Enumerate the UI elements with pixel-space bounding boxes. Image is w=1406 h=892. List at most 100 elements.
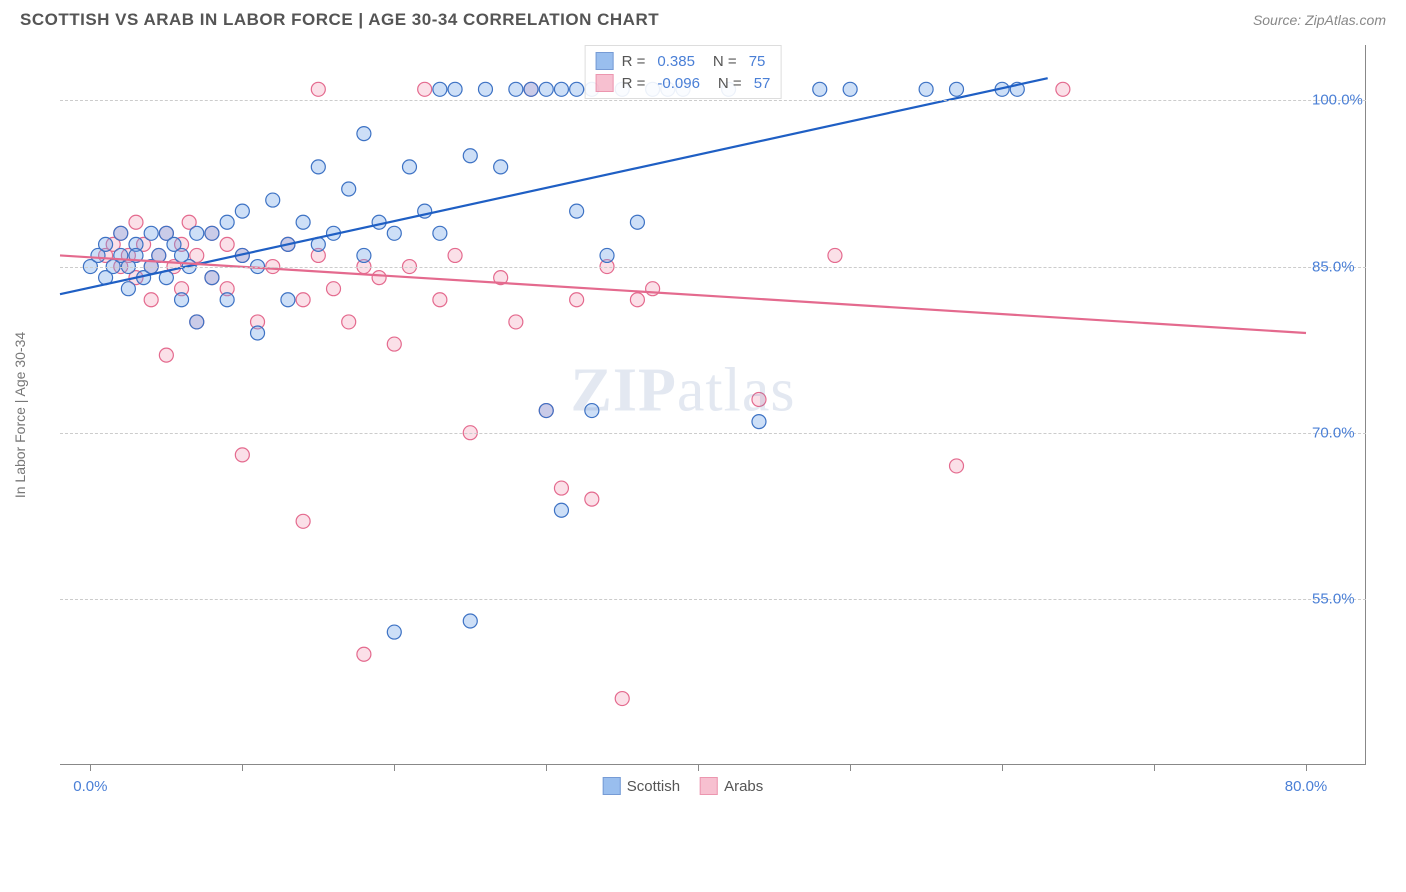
arabs-point <box>448 248 462 262</box>
scottish-point <box>235 204 249 218</box>
scottish-point <box>843 82 857 96</box>
scottish-point <box>919 82 933 96</box>
arabs-point <box>296 293 310 307</box>
scottish-point <box>752 415 766 429</box>
arabs-swatch <box>700 777 718 795</box>
series-legend: Scottish Arabs <box>603 777 764 795</box>
scottish-point <box>114 226 128 240</box>
scottish-point <box>266 193 280 207</box>
scottish-point <box>539 404 553 418</box>
series-legend-arabs: Arabs <box>700 777 763 795</box>
y-axis-line <box>1365 45 1366 765</box>
y-tick-label: 100.0% <box>1306 92 1364 109</box>
arabs-point <box>570 293 584 307</box>
scottish-point <box>144 226 158 240</box>
scottish-point <box>494 160 508 174</box>
scottish-point <box>342 182 356 196</box>
arabs-n-value: 57 <box>754 75 771 92</box>
scottish-point <box>99 237 113 251</box>
arabs-point <box>311 82 325 96</box>
scottish-point <box>205 271 219 285</box>
arabs-point <box>372 271 386 285</box>
scottish-point <box>554 503 568 517</box>
scottish-point <box>311 160 325 174</box>
scottish-swatch <box>603 777 621 795</box>
x-tick-label: 0.0% <box>73 778 107 795</box>
arabs-point <box>554 481 568 495</box>
x-tick <box>1306 765 1307 771</box>
x-tick <box>1154 765 1155 771</box>
scottish-point <box>950 82 964 96</box>
scottish-r-value: 0.385 <box>657 53 695 70</box>
scottish-point <box>357 127 371 141</box>
plot-area: ZIPatlas R = 0.385 N = 75 R = -0.096 N =… <box>60 45 1306 765</box>
scottish-swatch <box>596 52 614 70</box>
arabs-point <box>418 82 432 96</box>
arabs-point <box>129 215 143 229</box>
scottish-point <box>463 149 477 163</box>
arabs-point <box>220 237 234 251</box>
x-tick <box>90 765 91 771</box>
scottish-point <box>570 204 584 218</box>
scottish-point <box>524 82 538 96</box>
arabs-point <box>159 348 173 362</box>
scottish-point <box>251 326 265 340</box>
chart-header: SCOTTISH VS ARAB IN LABOR FORCE | AGE 30… <box>0 0 1406 35</box>
x-tick <box>394 765 395 771</box>
x-tick <box>546 765 547 771</box>
arabs-swatch <box>596 74 614 92</box>
y-tick-label: 55.0% <box>1306 590 1364 607</box>
scottish-point <box>372 215 386 229</box>
scottish-point <box>813 82 827 96</box>
x-tick <box>850 765 851 771</box>
scottish-point <box>387 226 401 240</box>
source-attribution: Source: ZipAtlas.com <box>1253 12 1386 28</box>
grid-line <box>60 100 1366 101</box>
scottish-point <box>478 82 492 96</box>
scottish-point <box>190 226 204 240</box>
scottish-point <box>570 82 584 96</box>
arabs-point <box>387 337 401 351</box>
arabs-point <box>433 293 447 307</box>
arabs-point <box>357 647 371 661</box>
scottish-trend-line <box>60 78 1048 294</box>
x-tick <box>1002 765 1003 771</box>
scottish-point <box>190 315 204 329</box>
scottish-point <box>220 293 234 307</box>
n-label: N = <box>713 53 737 70</box>
scottish-point <box>402 160 416 174</box>
arabs-point <box>615 692 629 706</box>
chart-title: SCOTTISH VS ARAB IN LABOR FORCE | AGE 30… <box>20 10 659 30</box>
scottish-point <box>509 82 523 96</box>
scottish-n-value: 75 <box>749 53 766 70</box>
correlation-legend-row-scottish: R = 0.385 N = 75 <box>596 50 771 72</box>
source-value: ZipAtlas.com <box>1305 12 1386 28</box>
arabs-point <box>950 459 964 473</box>
grid-line <box>60 433 1366 434</box>
scatter-plot-svg <box>60 45 1306 765</box>
arabs-point <box>342 315 356 329</box>
y-axis-label: In Labor Force | Age 30-34 <box>12 332 28 498</box>
arabs-point <box>235 448 249 462</box>
n-label: N = <box>718 75 742 92</box>
scottish-point <box>585 404 599 418</box>
arabs-point <box>1056 82 1070 96</box>
r-label: R = <box>622 53 646 70</box>
scottish-point <box>121 282 135 296</box>
scottish-point <box>433 82 447 96</box>
arabs-point <box>752 392 766 406</box>
scottish-point <box>220 215 234 229</box>
grid-line <box>60 599 1366 600</box>
scottish-point <box>554 82 568 96</box>
scottish-point <box>387 625 401 639</box>
arabs-point <box>296 514 310 528</box>
scottish-point <box>433 226 447 240</box>
y-tick-label: 85.0% <box>1306 258 1364 275</box>
scottish-point <box>448 82 462 96</box>
arabs-point <box>327 282 341 296</box>
scottish-point <box>630 215 644 229</box>
scottish-point <box>175 293 189 307</box>
correlation-legend: R = 0.385 N = 75 R = -0.096 N = 57 <box>585 45 782 99</box>
x-tick <box>698 765 699 771</box>
grid-line <box>60 267 1366 268</box>
